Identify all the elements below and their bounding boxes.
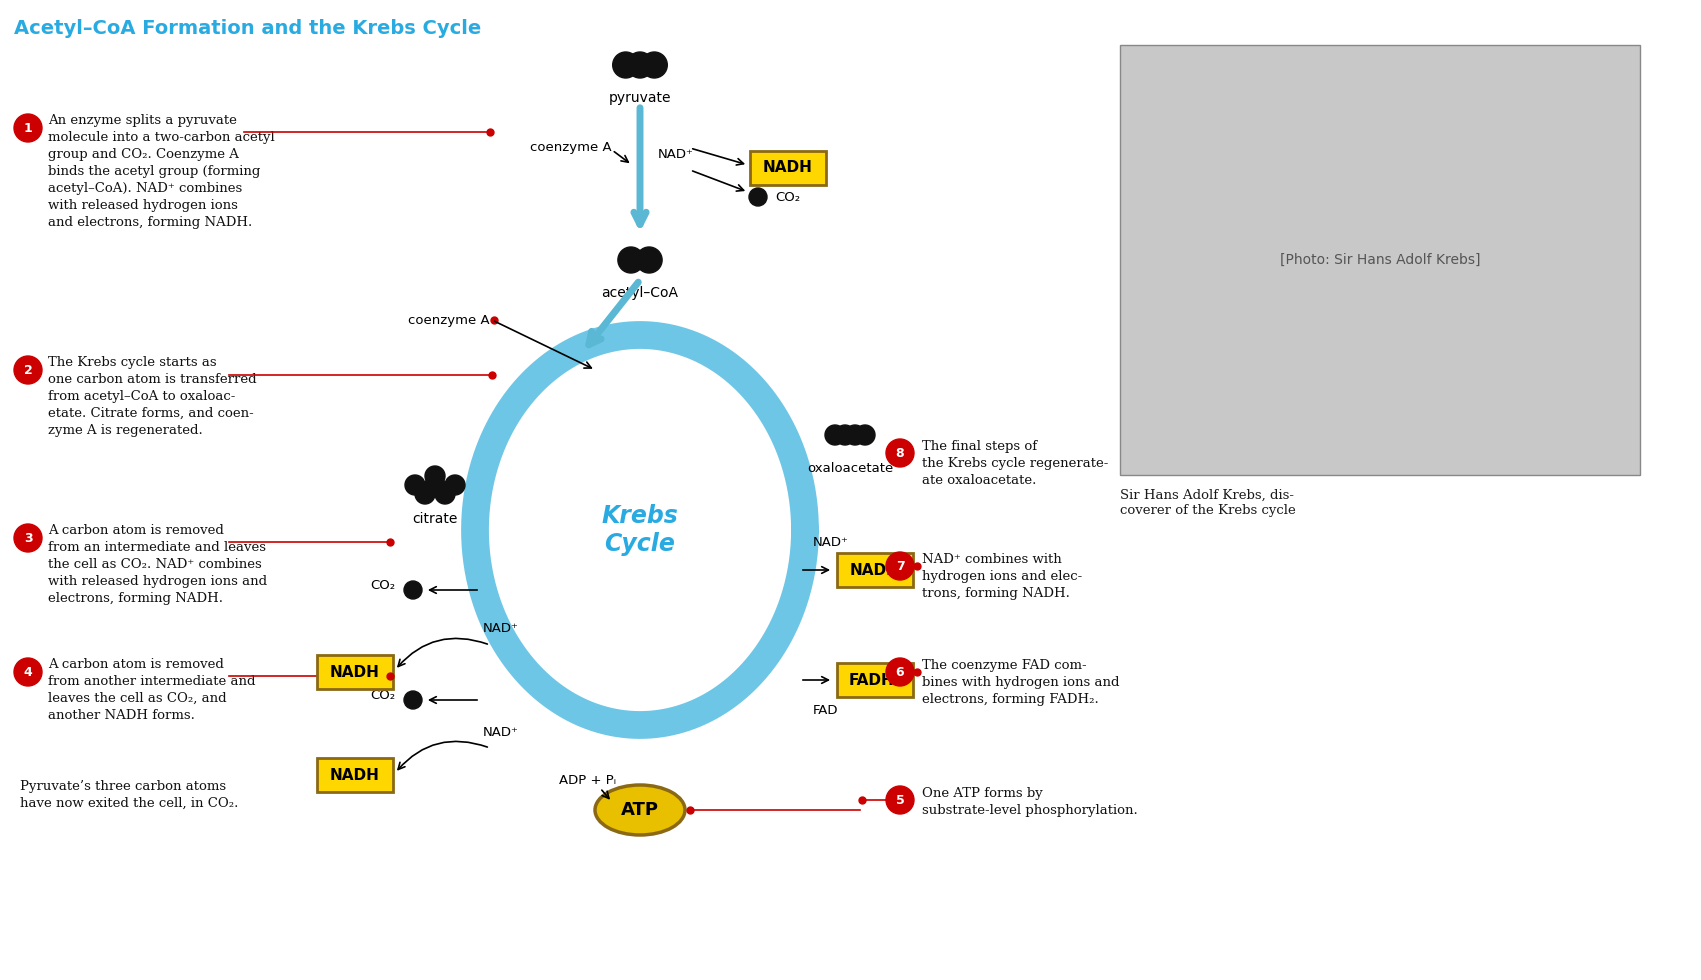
Circle shape	[405, 691, 422, 709]
Text: acetyl–CoA: acetyl–CoA	[602, 286, 679, 300]
FancyBboxPatch shape	[837, 663, 913, 697]
Text: NAD⁺: NAD⁺	[813, 535, 849, 549]
FancyBboxPatch shape	[837, 553, 913, 587]
Text: 8: 8	[896, 447, 905, 460]
Text: NADH: NADH	[850, 563, 900, 577]
Circle shape	[856, 425, 874, 445]
FancyBboxPatch shape	[750, 151, 827, 185]
Text: ATP: ATP	[621, 801, 658, 819]
Text: oxaloacetate: oxaloacetate	[806, 462, 893, 475]
Circle shape	[415, 484, 435, 504]
Text: 2: 2	[24, 364, 32, 376]
Text: NAD⁺ combines with
hydrogen ions and elec-
trons, forming NADH.: NAD⁺ combines with hydrogen ions and ele…	[922, 553, 1082, 600]
Text: NADH: NADH	[764, 161, 813, 175]
Text: NAD⁺: NAD⁺	[658, 149, 694, 162]
FancyBboxPatch shape	[316, 655, 393, 689]
Text: One ATP forms by
substrate-level phosphorylation.: One ATP forms by substrate-level phospho…	[922, 787, 1138, 817]
Text: [Photo: Sir Hans Adolf Krebs]: [Photo: Sir Hans Adolf Krebs]	[1279, 253, 1480, 267]
Circle shape	[886, 786, 913, 814]
Text: coenzyme A: coenzyme A	[531, 140, 612, 154]
Circle shape	[425, 466, 446, 486]
Circle shape	[748, 188, 767, 206]
Circle shape	[435, 484, 454, 504]
Text: citrate: citrate	[412, 512, 458, 526]
Circle shape	[617, 247, 645, 273]
Text: NADH: NADH	[330, 767, 379, 782]
Text: CO₂: CO₂	[369, 578, 395, 592]
Circle shape	[612, 52, 638, 78]
Text: A carbon atom is removed
from an intermediate and leaves
the cell as CO₂. NAD⁺ c: A carbon atom is removed from an interme…	[48, 524, 267, 605]
Circle shape	[628, 52, 653, 78]
Circle shape	[886, 439, 913, 467]
Ellipse shape	[595, 785, 686, 835]
Text: The coenzyme FAD com-
bines with hydrogen ions and
electrons, forming FADH₂.: The coenzyme FAD com- bines with hydroge…	[922, 659, 1119, 706]
Circle shape	[835, 425, 856, 445]
Text: An enzyme splits a pyruvate
molecule into a two-carbon acetyl
group and CO₂. Coe: An enzyme splits a pyruvate molecule int…	[48, 114, 276, 229]
Circle shape	[405, 581, 422, 599]
Text: NADH: NADH	[330, 664, 379, 679]
Text: The final steps of
the Krebs cycle regenerate-
ate oxaloacetate.: The final steps of the Krebs cycle regen…	[922, 440, 1109, 487]
Circle shape	[636, 247, 662, 273]
Circle shape	[446, 475, 464, 495]
Text: 6: 6	[896, 665, 905, 678]
Text: 3: 3	[24, 531, 32, 545]
Text: The Krebs cycle starts as
one carbon atom is transferred
from acetyl–CoA to oxal: The Krebs cycle starts as one carbon ato…	[48, 356, 257, 437]
Circle shape	[845, 425, 866, 445]
Circle shape	[886, 552, 913, 580]
Text: coenzyme A: coenzyme A	[408, 314, 490, 326]
Text: 7: 7	[896, 560, 905, 572]
Circle shape	[14, 658, 43, 686]
Text: FAD: FAD	[813, 704, 839, 716]
Text: Krebs
Cycle: Krebs Cycle	[602, 504, 679, 556]
Text: 5: 5	[896, 794, 905, 807]
Text: Acetyl–CoA Formation and the Krebs Cycle: Acetyl–CoA Formation and the Krebs Cycle	[14, 19, 481, 37]
Text: CO₂: CO₂	[369, 689, 395, 702]
FancyBboxPatch shape	[1119, 45, 1640, 475]
Text: Pyruvate’s three carbon atoms
have now exited the cell, in CO₂.: Pyruvate’s three carbon atoms have now e…	[20, 780, 238, 810]
Text: NAD⁺: NAD⁺	[483, 621, 519, 634]
Circle shape	[14, 356, 43, 384]
Text: ADP + Pᵢ: ADP + Pᵢ	[560, 773, 616, 787]
Text: 1: 1	[24, 122, 32, 134]
Text: NAD⁺: NAD⁺	[483, 725, 519, 739]
Text: A carbon atom is removed
from another intermediate and
leaves the cell as CO₂, a: A carbon atom is removed from another in…	[48, 658, 255, 722]
FancyBboxPatch shape	[316, 758, 393, 792]
Circle shape	[825, 425, 845, 445]
Text: CO₂: CO₂	[776, 190, 799, 204]
Text: 4: 4	[24, 665, 32, 678]
Circle shape	[14, 114, 43, 142]
Circle shape	[886, 658, 913, 686]
Circle shape	[425, 475, 446, 495]
Text: Sir Hans Adolf Krebs, dis-
coverer of the Krebs cycle: Sir Hans Adolf Krebs, dis- coverer of th…	[1119, 489, 1296, 517]
Circle shape	[14, 524, 43, 552]
Circle shape	[405, 475, 425, 495]
Circle shape	[641, 52, 667, 78]
Text: pyruvate: pyruvate	[609, 91, 672, 105]
Text: FADH₂: FADH₂	[849, 672, 902, 688]
